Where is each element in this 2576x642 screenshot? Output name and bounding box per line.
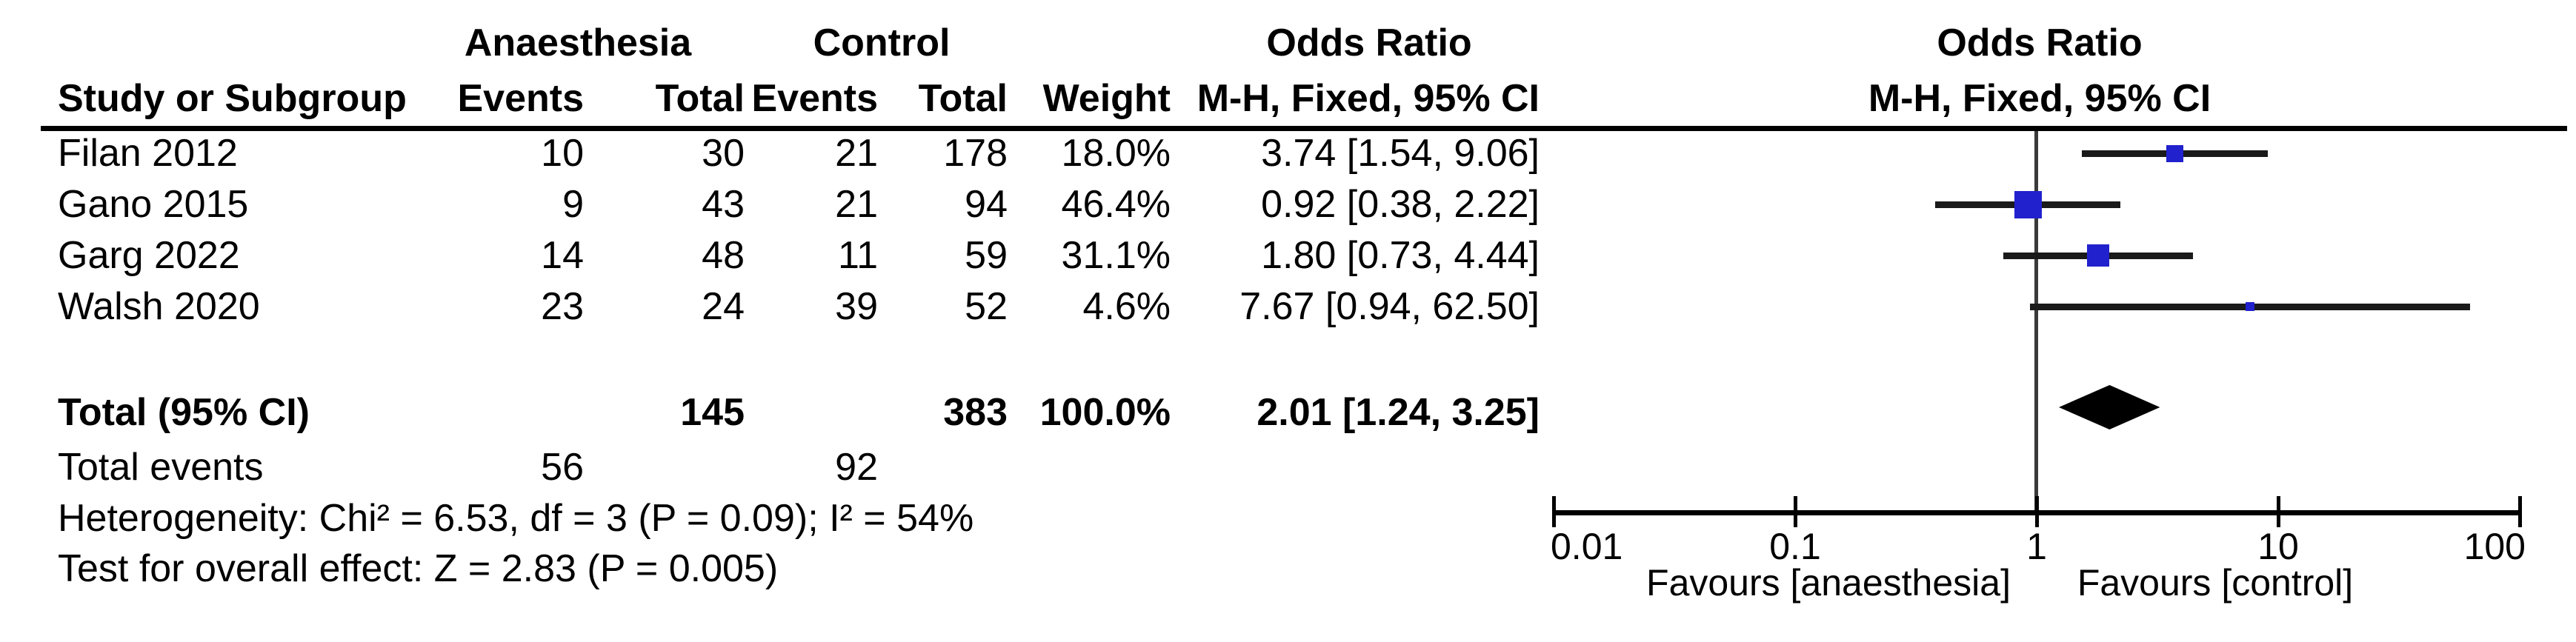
plot-title: Odds Ratio <box>1937 21 2143 64</box>
axis-tick <box>2518 496 2522 527</box>
column-header-study: Study or Subgroup <box>58 77 407 120</box>
weight-value: 18.0% <box>1061 132 1171 175</box>
anaesthesia-events-value: 14 <box>541 234 584 277</box>
anaesthesia-total-value: 24 <box>702 285 745 328</box>
effect-square <box>2166 144 2184 162</box>
anaesthesia-events-value: 9 <box>562 183 584 226</box>
group-header-control: Control <box>813 21 951 64</box>
axis-tick-label: 0.1 <box>1769 526 1821 567</box>
null-effect-line <box>2034 131 2038 513</box>
or-ci-value: 0.92 [0.38, 2.22] <box>1261 183 1540 226</box>
study-label: Gano 2015 <box>58 183 249 226</box>
study-label: Filan 2012 <box>58 132 238 175</box>
total-control-total: 383 <box>943 391 1008 434</box>
study-label: Walsh 2020 <box>58 285 260 328</box>
or-ci-value: 1.80 [0.73, 4.44] <box>1261 234 1540 277</box>
anaesthesia-total-value: 48 <box>702 234 745 277</box>
study-label: Garg 2022 <box>58 234 240 277</box>
column-header-anaesthesia-total: Total <box>655 77 745 120</box>
control-events-value: 21 <box>835 183 878 226</box>
control-events-value: 39 <box>835 285 878 328</box>
axis-tick <box>1552 496 1556 527</box>
weight-value: 4.6% <box>1082 285 1171 328</box>
anaesthesia-events-value: 23 <box>541 285 584 328</box>
total-events-control: 92 <box>835 446 878 489</box>
axis-tick <box>1794 496 1797 527</box>
axis-tick-label: 0.01 <box>1551 526 1623 567</box>
axis-tick <box>2035 496 2039 527</box>
column-header-weight: Weight <box>1042 77 1171 120</box>
heterogeneity-text: Heterogeneity: Chi² = 6.53, df = 3 (P = … <box>58 497 974 540</box>
effect-square <box>2087 244 2110 267</box>
pooled-diamond <box>2059 385 2160 429</box>
weight-value: 46.4% <box>1061 183 1171 226</box>
control-total-value: 59 <box>965 234 1008 277</box>
axis-tick-label: 1 <box>2026 526 2047 567</box>
total-anaesthesia-total: 145 <box>680 391 745 434</box>
total-events-anaesthesia: 56 <box>541 446 584 489</box>
or-ci-value: 7.67 [0.94, 62.50] <box>1239 285 1540 328</box>
effect-square <box>2246 302 2255 311</box>
group-header-anaesthesia: Anaesthesia <box>464 21 692 64</box>
axis-tick <box>2277 496 2280 527</box>
column-header-anaesthesia-events: Events <box>457 77 584 120</box>
overall-effect-text: Test for overall effect: Z = 2.83 (P = 0… <box>58 547 779 590</box>
anaesthesia-events-value: 10 <box>541 132 584 175</box>
header-divider-line <box>41 126 2567 131</box>
total-events-label: Total events <box>58 446 264 489</box>
axis-tick-label: 10 <box>2257 526 2299 567</box>
anaesthesia-total-value: 43 <box>702 183 745 226</box>
favours-left-label: Favours [anaesthesia] <box>1646 562 2011 603</box>
control-total-value: 94 <box>965 183 1008 226</box>
anaesthesia-total-value: 30 <box>702 132 745 175</box>
favours-right-label: Favours [control] <box>2077 562 2354 603</box>
column-header-control-total: Total <box>918 77 1008 120</box>
column-header-or-ci: M-H, Fixed, 95% CI <box>1197 77 1540 120</box>
column-header-control-events: Events <box>751 77 878 120</box>
control-total-value: 178 <box>943 132 1008 175</box>
plot-subtitle: M-H, Fixed, 95% CI <box>1868 77 2211 120</box>
control-total-value: 52 <box>965 285 1008 328</box>
effect-square <box>2014 190 2042 218</box>
total-weight: 100.0% <box>1039 391 1171 434</box>
total-or-ci: 2.01 [1.24, 3.25] <box>1257 391 1540 434</box>
control-events-value: 21 <box>835 132 878 175</box>
or-column-header: Odds Ratio <box>1266 21 1472 64</box>
axis-tick-label: 100 <box>2463 526 2526 567</box>
control-events-value: 11 <box>838 234 878 277</box>
or-ci-value: 3.74 [1.54, 9.06] <box>1261 132 1540 175</box>
weight-value: 31.1% <box>1061 234 1171 277</box>
total-label: Total (95% CI) <box>58 391 310 434</box>
